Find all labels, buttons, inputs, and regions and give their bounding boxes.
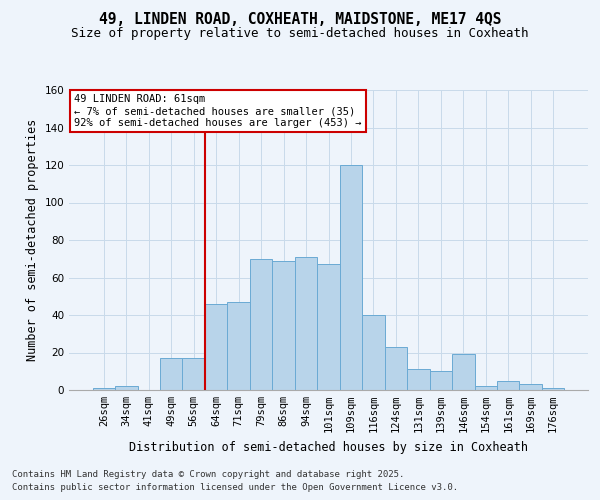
Bar	[182, 358, 205, 390]
Bar	[407, 370, 430, 390]
Bar	[520, 384, 542, 390]
Text: Contains HM Land Registry data © Crown copyright and database right 2025.: Contains HM Land Registry data © Crown c…	[12, 470, 404, 479]
Bar	[250, 259, 272, 390]
Bar	[475, 386, 497, 390]
Bar	[92, 388, 115, 390]
Text: 49, LINDEN ROAD, COXHEATH, MAIDSTONE, ME17 4QS: 49, LINDEN ROAD, COXHEATH, MAIDSTONE, ME…	[99, 12, 501, 28]
Bar	[542, 388, 565, 390]
Bar	[227, 302, 250, 390]
Bar	[317, 264, 340, 390]
Text: Size of property relative to semi-detached houses in Coxheath: Size of property relative to semi-detach…	[71, 28, 529, 40]
Bar	[205, 304, 227, 390]
Bar	[160, 358, 182, 390]
Bar	[385, 347, 407, 390]
Y-axis label: Number of semi-detached properties: Number of semi-detached properties	[26, 119, 39, 361]
Bar	[362, 315, 385, 390]
X-axis label: Distribution of semi-detached houses by size in Coxheath: Distribution of semi-detached houses by …	[129, 440, 528, 454]
Bar	[272, 260, 295, 390]
Text: Contains public sector information licensed under the Open Government Licence v3: Contains public sector information licen…	[12, 484, 458, 492]
Bar	[497, 380, 520, 390]
Text: 49 LINDEN ROAD: 61sqm
← 7% of semi-detached houses are smaller (35)
92% of semi-: 49 LINDEN ROAD: 61sqm ← 7% of semi-detac…	[74, 94, 362, 128]
Bar	[295, 257, 317, 390]
Bar	[452, 354, 475, 390]
Bar	[340, 165, 362, 390]
Bar	[430, 371, 452, 390]
Bar	[115, 386, 137, 390]
